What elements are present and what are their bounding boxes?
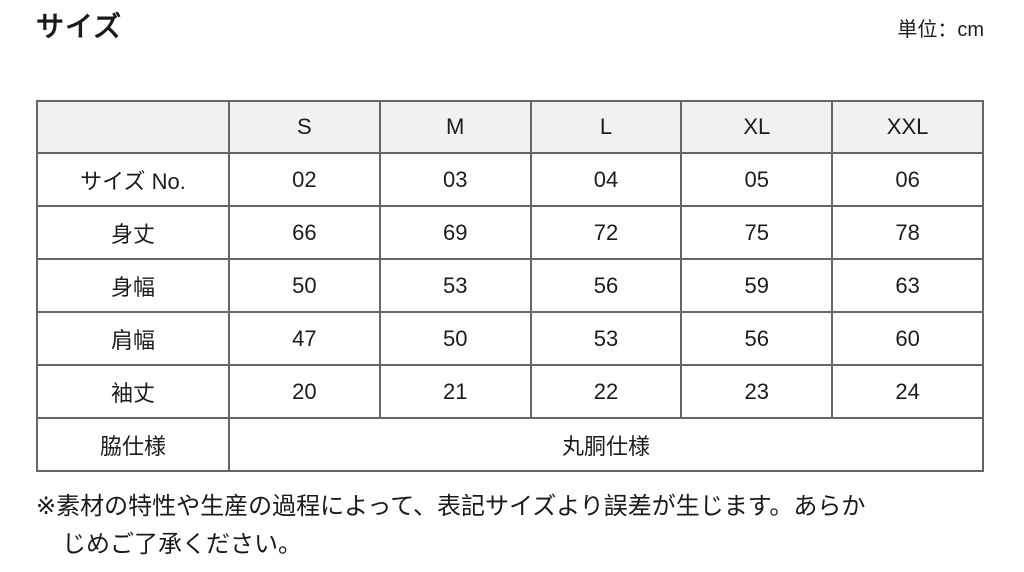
- size-value-cell: 72: [529, 205, 683, 260]
- size-value-cell: 60: [831, 311, 984, 366]
- size-value-cell: 50: [378, 311, 532, 366]
- size-value-cell: 05: [680, 152, 834, 207]
- size-value-cell: 78: [831, 205, 984, 260]
- row-label: 肩幅: [36, 311, 230, 366]
- size-value-cell: 69: [378, 205, 532, 260]
- size-value-cell: 22: [529, 364, 683, 419]
- row-label: 身幅: [36, 258, 230, 313]
- size-value-cell: 04: [529, 152, 683, 207]
- size-value-cell: 02: [228, 152, 381, 207]
- size-value-cell: 53: [378, 258, 532, 313]
- column-header-m: M: [378, 100, 532, 154]
- size-value-cell: 56: [680, 311, 834, 366]
- size-value-cell: 66: [228, 205, 381, 260]
- disclaimer-note: ※素材の特性や生産の過程によって、表記サイズより誤差が生じます。あらか じめご了…: [36, 488, 996, 564]
- table-row-side-spec: 脇仕様 丸胴仕様: [36, 417, 984, 472]
- column-header-xxl: XXL: [831, 100, 984, 154]
- size-value-cell: 24: [831, 364, 984, 419]
- size-value-cell: 53: [529, 311, 683, 366]
- size-value-cell: 21: [378, 364, 532, 419]
- size-table: S M L XL XXL サイズ No. 02 03 04 05 06 身丈 6…: [36, 100, 984, 472]
- size-value-cell: 75: [680, 205, 834, 260]
- table-header-row: S M L XL XXL: [36, 100, 984, 154]
- table-row-body-length: 身丈 66 69 72 75 78: [36, 205, 984, 260]
- row-label: サイズ No.: [36, 152, 230, 207]
- table-row-body-width: 身幅 50 53 56 59 63: [36, 258, 984, 313]
- column-header-s: S: [228, 100, 381, 154]
- size-value-cell: 23: [680, 364, 834, 419]
- unit-label: 単位：cm: [897, 19, 984, 41]
- size-value-cell: 03: [378, 152, 532, 207]
- disclaimer-note-line2: じめご了承ください。: [62, 531, 302, 558]
- size-value-cell: 06: [831, 152, 984, 207]
- size-value-cell: 47: [228, 311, 381, 366]
- table-row-sleeve-length: 袖丈 20 21 22 23 24: [36, 364, 984, 419]
- size-value-cell: 63: [831, 258, 984, 313]
- page-title: サイズ: [36, 11, 123, 42]
- size-value-cell: 20: [228, 364, 381, 419]
- side-spec-span-cell: 丸胴仕様: [228, 417, 984, 472]
- column-header-blank: [36, 100, 230, 154]
- size-value-cell: 59: [680, 258, 834, 313]
- disclaimer-note-line1: ※素材の特性や生産の過程によって、表記サイズより誤差が生じます。あらか: [36, 493, 866, 520]
- table-row-size-no: サイズ No. 02 03 04 05 06: [36, 152, 984, 207]
- row-label: 身丈: [36, 205, 230, 260]
- size-value-cell: 50: [228, 258, 381, 313]
- column-header-l: L: [529, 100, 683, 154]
- table-row-shoulder-width: 肩幅 47 50 53 56 60: [36, 311, 984, 366]
- row-label: 脇仕様: [36, 417, 230, 472]
- size-value-cell: 56: [529, 258, 683, 313]
- row-label: 袖丈: [36, 364, 230, 419]
- top-bar: サイズ 単位：cm: [36, 10, 984, 44]
- column-header-xl: XL: [680, 100, 834, 154]
